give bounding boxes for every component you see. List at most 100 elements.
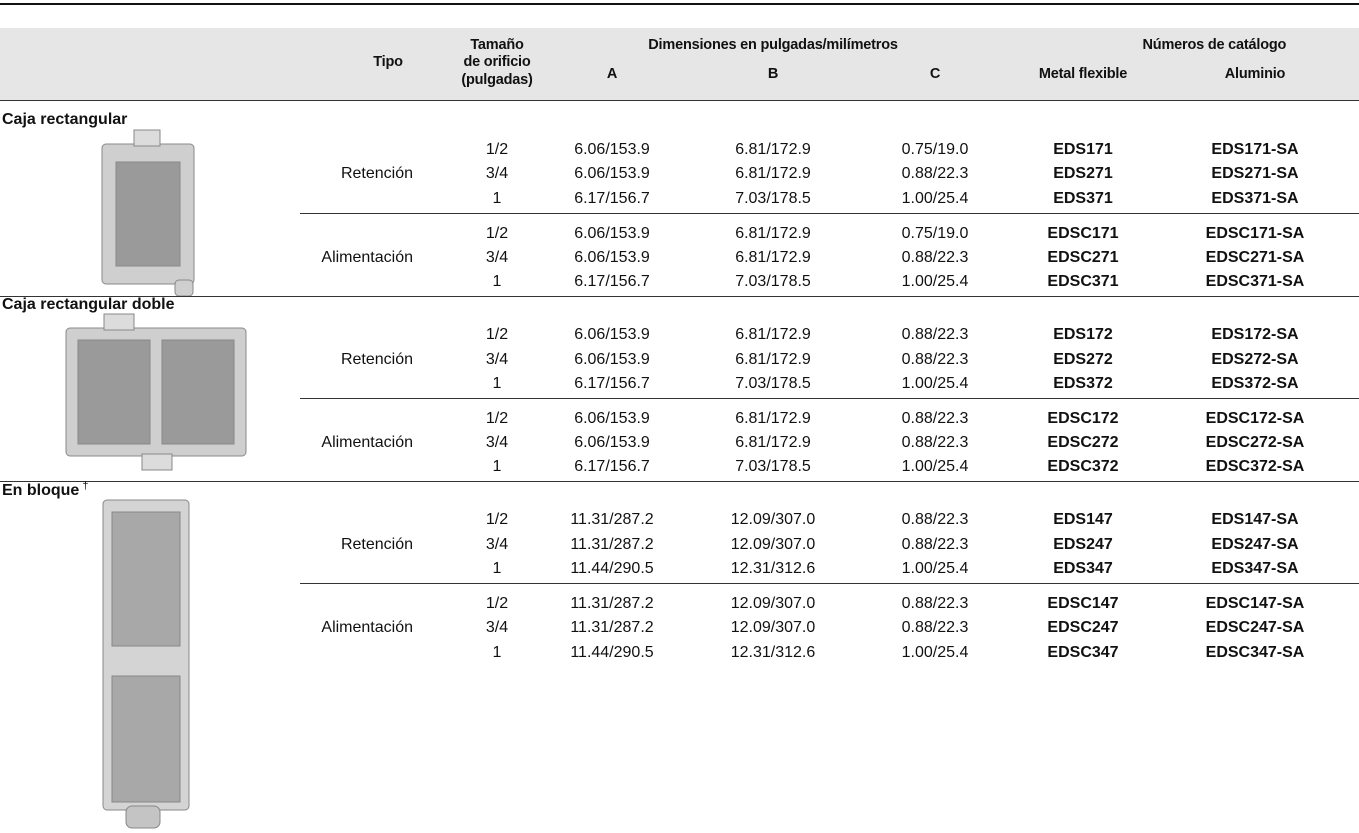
catalog-cell: EDS347-SA	[1211, 560, 1299, 577]
dimension-cell: 6.81/172.9	[735, 141, 811, 158]
section-rule	[0, 481, 1359, 483]
header-tamano: (pulgadas)	[461, 72, 533, 88]
dimension-cell: 0.88/22.3	[901, 434, 969, 452]
dimension-cell: 6.81/172.9	[735, 224, 811, 242]
size-cell: 1	[492, 273, 502, 291]
header-tamano: Tamaño	[470, 37, 524, 53]
dimension-cell: 12.31/312.6	[730, 560, 816, 577]
section-title: Caja rectangular doble	[2, 296, 175, 314]
dimension-cell: 6.17/156.7	[574, 458, 650, 476]
dimension-cell: 12.09/307.0	[730, 595, 816, 612]
group-rule	[300, 397, 1359, 399]
header-tamano: de orificio	[463, 54, 531, 70]
dimension-cell: 1.00/25.4	[901, 374, 969, 392]
size-cell: 1	[492, 189, 502, 207]
dimension-cell: 6.17/156.7	[574, 374, 650, 392]
dimension-cell: 0.88/22.3	[901, 511, 969, 529]
catalog-cell: EDSC271	[1047, 248, 1119, 266]
catalog-cell: EDSC272	[1047, 434, 1119, 452]
catalog-cell: EDSC172-SA	[1205, 409, 1305, 427]
type-label: Retención	[340, 350, 413, 368]
dimension-cell: 6.81/172.9	[735, 350, 811, 368]
size-cell: 1	[492, 643, 502, 661]
catalog-cell: EDS272-SA	[1211, 350, 1299, 368]
catalog-cell: EDS372	[1053, 374, 1113, 392]
dimension-cell: 0.88/22.3	[901, 595, 969, 612]
image-single-box	[101, 129, 195, 297]
catalog-cell: EDSC347-SA	[1205, 643, 1305, 661]
header-tipo: Tipo	[373, 54, 403, 70]
header-dimensiones: Dimensiones en pulgadas/milímetros	[648, 37, 898, 53]
dimension-cell: 6.06/153.9	[574, 165, 650, 183]
catalog-cell: EDS372-SA	[1211, 374, 1299, 392]
dimension-cell: 11.31/287.2	[570, 619, 654, 637]
header-a: A	[606, 66, 618, 82]
type-label: Alimentación	[321, 619, 413, 637]
dimension-cell: 1.00/25.4	[901, 458, 969, 476]
type-label: Alimentación	[321, 434, 413, 452]
dimension-cell: 12.09/307.0	[730, 511, 816, 529]
size-cell: 1	[492, 560, 502, 577]
dimension-cell: 6.81/172.9	[735, 434, 811, 452]
catalog-cell: EDSC347	[1047, 643, 1119, 661]
dimension-cell: 7.03/178.5	[735, 374, 811, 392]
catalog-cell: EDS272	[1053, 350, 1113, 368]
dimension-cell: 0.88/22.3	[901, 535, 969, 553]
group-rule	[300, 583, 1359, 584]
dimension-cell: 12.31/312.6	[730, 643, 816, 661]
dimension-cell: 7.03/178.5	[735, 273, 811, 291]
size-cell: 1/2	[485, 511, 509, 529]
type-label: Retención	[340, 535, 413, 553]
section-title: Caja rectangular	[2, 111, 128, 128]
dimension-cell: 12.09/307.0	[730, 535, 816, 553]
header-b: B	[767, 66, 779, 82]
dimension-cell: 6.81/172.9	[735, 326, 811, 344]
catalog-cell: EDS172-SA	[1211, 326, 1299, 344]
dimension-cell: 6.06/153.9	[574, 248, 650, 266]
footnote-mark: †	[79, 480, 89, 493]
dimension-cell: 6.81/172.9	[735, 409, 811, 427]
dimension-cell: 1.00/25.4	[901, 643, 969, 661]
dimension-cell: 11.44/290.5	[570, 643, 654, 661]
catalog-cell: EDS271-SA	[1211, 165, 1299, 183]
dimension-cell: 6.06/153.9	[574, 350, 650, 368]
size-cell: 3/4	[485, 535, 509, 553]
dimension-cell: 7.03/178.5	[735, 458, 811, 476]
catalog-cell: EDSC371-SA	[1205, 273, 1305, 291]
type-label: Retención	[340, 165, 413, 183]
section-rule	[0, 296, 1359, 298]
header-rule	[0, 100, 1359, 101]
catalog-cell: EDS347	[1053, 560, 1113, 577]
top-rule	[0, 3, 1359, 5]
catalog-cell: EDSC372	[1047, 458, 1119, 476]
catalog-cell: EDS247	[1053, 535, 1113, 553]
size-cell: 3/4	[485, 165, 509, 183]
dimension-cell: 1.00/25.4	[901, 273, 969, 291]
group-rule	[300, 212, 1359, 214]
size-cell: 1/2	[485, 224, 509, 242]
header-aluminio: Aluminio	[1224, 66, 1286, 82]
dimension-cell: 6.06/153.9	[574, 141, 650, 158]
catalog-cell: EDSC247	[1047, 619, 1119, 637]
catalog-cell: EDSC171-SA	[1205, 224, 1305, 242]
image-double-box	[65, 313, 247, 471]
size-cell: 1/2	[485, 409, 509, 427]
catalog-cell: EDSC147-SA	[1205, 595, 1305, 612]
dimension-cell: 6.81/172.9	[735, 165, 811, 183]
dimension-cell: 7.03/178.5	[735, 189, 811, 207]
header-c: C	[929, 66, 941, 82]
catalog-cell: EDS371-SA	[1211, 189, 1299, 207]
dimension-cell: 6.17/156.7	[574, 189, 650, 207]
dimension-cell: 6.17/156.7	[574, 273, 650, 291]
type-label: Alimentación	[321, 248, 413, 266]
catalog-cell: EDSC171	[1047, 224, 1119, 242]
dimension-cell: 0.88/22.3	[901, 350, 969, 368]
dimension-cell: 11.31/287.2	[570, 595, 654, 612]
header-catalogo: Números de catálogo	[1142, 37, 1287, 53]
dimension-cell: 0.88/22.3	[901, 619, 969, 637]
image-block-box	[102, 499, 190, 829]
size-cell: 3/4	[485, 434, 509, 452]
dimension-cell: 1.00/25.4	[901, 560, 969, 577]
size-cell: 3/4	[485, 350, 509, 368]
catalog-cell: EDS171-SA	[1211, 141, 1299, 158]
